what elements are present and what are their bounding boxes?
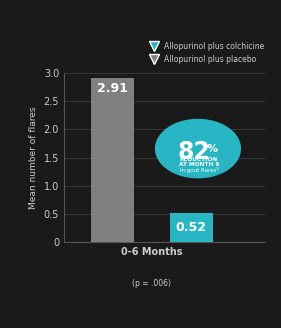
Polygon shape <box>155 119 241 178</box>
Text: 2.91: 2.91 <box>98 82 128 95</box>
Bar <box>170 213 213 242</box>
Text: 82: 82 <box>178 140 210 164</box>
Text: AT MONTH 6: AT MONTH 6 <box>179 162 219 167</box>
Text: in gout flares³: in gout flares³ <box>180 167 218 173</box>
Text: %: % <box>207 144 218 154</box>
Text: 0.52: 0.52 <box>176 221 207 234</box>
Bar <box>91 78 134 242</box>
Legend: Allopurinol plus colchicine, Allopurinol plus placebo: Allopurinol plus colchicine, Allopurinol… <box>149 40 266 66</box>
Text: REDUCTION: REDUCTION <box>180 157 218 162</box>
Y-axis label: Mean number of flares: Mean number of flares <box>29 106 38 209</box>
Text: (p = .006): (p = .006) <box>133 279 171 288</box>
